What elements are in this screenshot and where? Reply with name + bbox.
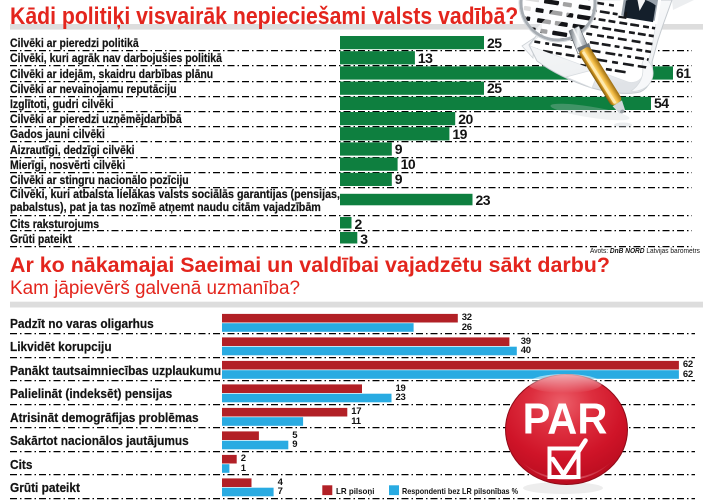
svg-text:PAR: PAR [523,394,608,443]
